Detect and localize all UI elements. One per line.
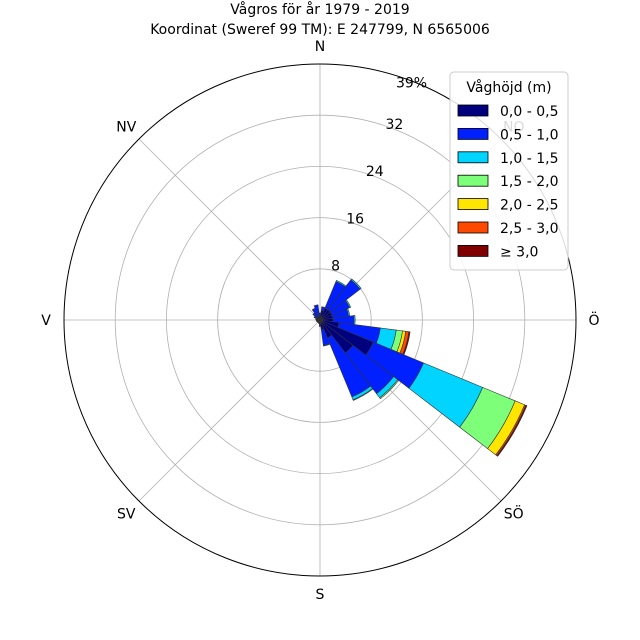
radial-tick-labels: 8 16 24 32 39% <box>331 75 427 274</box>
legend-swatch <box>457 198 489 211</box>
legend-swatch <box>457 104 489 117</box>
radial-tick-label: 24 <box>366 164 384 180</box>
radial-tick-label: 16 <box>346 211 364 227</box>
direction-label: V <box>41 313 51 329</box>
direction-label: SÖ <box>504 505 524 523</box>
direction-label: NV <box>116 119 136 135</box>
legend-label: 0,0 - 0,5 <box>500 104 558 120</box>
radial-tick-label: 32 <box>385 117 403 133</box>
rose-bar-345-bin-0 <box>318 315 321 321</box>
direction-label: SV <box>117 507 136 523</box>
legend-label: 0,5 - 1,0 <box>500 127 558 143</box>
outer-ring <box>63 63 577 577</box>
chart-subtitle: Koordinat (Sweref 99 TM): E 247799, N 65… <box>150 22 490 38</box>
legend-swatch <box>457 221 489 234</box>
legend-label: 2,5 - 3,0 <box>500 221 558 237</box>
rose-bars <box>311 278 528 457</box>
legend-swatch <box>457 151 489 164</box>
direction-label: N <box>315 39 325 55</box>
chart-title: Vågros för år 1979 - 2019 <box>230 1 409 18</box>
grid-spoke <box>138 319 321 502</box>
legend-label: 1,5 - 2,0 <box>500 174 558 190</box>
legend-box <box>449 71 569 271</box>
direction-label: S <box>316 587 325 603</box>
radial-tick-label: 39% <box>396 75 427 91</box>
radial-tick-label: 8 <box>331 259 340 275</box>
grid-spoke <box>138 138 321 321</box>
direction-label: Ö <box>588 311 599 329</box>
legend: Våghöjd (m) 0,0 - 0,5 0,5 - 1,0 1,0 - 1,5 1,… <box>449 71 569 271</box>
legend-swatch <box>457 244 489 257</box>
legend-swatch <box>457 174 489 187</box>
legend-label: ≥ 3,0 <box>500 244 538 260</box>
rose-bar-165-bin-0 <box>319 319 325 330</box>
legend-swatch <box>457 127 489 140</box>
polar-grid <box>63 63 577 577</box>
legend-label: 2,0 - 2,5 <box>500 198 558 214</box>
legend-label: 1,0 - 1,5 <box>500 151 558 167</box>
legend-title: Våghöjd (m) <box>466 79 551 96</box>
